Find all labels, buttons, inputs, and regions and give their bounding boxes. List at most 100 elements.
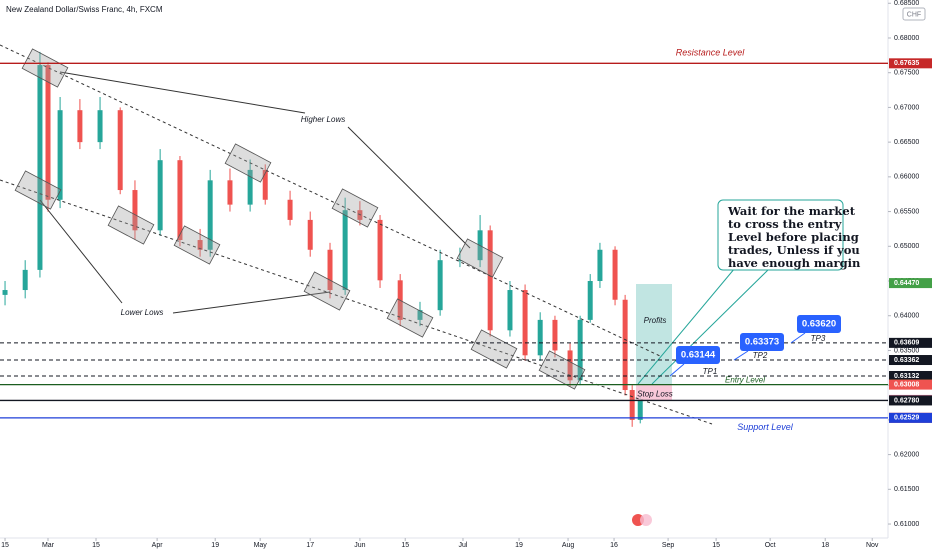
target-pointer: [790, 332, 806, 344]
note-box: [717, 199, 844, 271]
price-label-bg: [889, 370, 932, 381]
x-tick-label: Jul: [458, 542, 467, 549]
candle-body: [157, 160, 163, 231]
price-label: 0.63362: [894, 357, 919, 364]
note-line: have enough margin: [728, 256, 861, 270]
pattern-box: [224, 143, 272, 183]
pattern-box: [303, 271, 351, 311]
price-label: 0.63132: [894, 373, 919, 380]
x-tick-label: May: [254, 542, 268, 549]
candle-body: [377, 219, 383, 281]
icon[interactable]: [640, 514, 652, 526]
x-tick-label: 15: [1, 542, 9, 549]
pointer-line: [39, 199, 123, 304]
pointer-line: [637, 267, 736, 385]
stop-zone: [636, 385, 672, 401]
candle-body: [22, 269, 28, 291]
x-tick-label: Aug: [562, 542, 575, 549]
x-tick-label: Apr: [152, 542, 164, 549]
pattern-box: [21, 48, 69, 88]
note-line: to cross the entry: [728, 217, 842, 231]
candle-body: [417, 310, 423, 320]
target-box: [676, 346, 720, 364]
target-pointer: [733, 350, 749, 361]
level-label: TP1: [703, 367, 718, 376]
candle-body: [262, 169, 268, 200]
price-label: 0.67635: [894, 60, 919, 67]
candle-body: [577, 319, 583, 381]
candle-body: [132, 190, 138, 231]
y-tick-label: 0.67000: [894, 104, 919, 111]
candle-body: [97, 110, 103, 143]
currency: CHF: [907, 11, 921, 18]
candle-body: [327, 249, 333, 291]
candle-body: [247, 169, 253, 205]
price-label-bg: [889, 412, 932, 423]
pattern-box: [14, 170, 62, 210]
target-label: 0.63620: [802, 319, 836, 330]
y-tick-label: 0.67500: [894, 70, 919, 77]
pointer-line: [651, 267, 771, 385]
price-label: 0.62529: [894, 415, 919, 422]
y-tick-label: 0.65000: [894, 243, 919, 250]
candle-body: [507, 290, 513, 331]
level-label: Stop Loss: [637, 390, 673, 399]
drawings: [0, 44, 844, 425]
candle-body: [629, 390, 635, 420]
candle-body: [342, 210, 348, 291]
candle-body: [487, 230, 493, 331]
target-label: 0.63144: [681, 350, 716, 361]
candle-body: [287, 199, 293, 220]
price-label: 0.63609: [894, 340, 919, 347]
pattern-box: [331, 188, 379, 228]
level-label: Entry Level: [725, 376, 765, 385]
pointer-line: [172, 291, 331, 314]
y-tick-label: 0.66000: [894, 174, 919, 181]
x-tick-label: 15: [92, 542, 100, 549]
profit-zone: [636, 284, 672, 385]
candle-body: [522, 290, 528, 356]
price-label-bg: [889, 395, 932, 406]
price-label: 0.62780: [894, 397, 919, 404]
y-tick-label: 0.61000: [894, 521, 919, 528]
pattern-boxes: [14, 48, 586, 390]
candle-body: [207, 180, 213, 250]
pointer-line: [59, 71, 306, 114]
candle-body: [57, 110, 63, 200]
x-tick-label: 17: [306, 542, 314, 549]
candle-body: [37, 65, 43, 270]
candle-body: [537, 319, 543, 356]
candle-body: [597, 249, 603, 282]
candle-body: [117, 110, 123, 191]
candle-body: [622, 299, 628, 391]
x-tick-label: Sep: [662, 542, 675, 549]
note: Wait for the market to cross the entry L…: [727, 204, 861, 270]
price-label-bg: [889, 58, 932, 69]
note-line: trades, Unless if you: [728, 243, 860, 257]
level-label: TP3: [811, 334, 826, 343]
chart-title: New Zealand Dollar/Swiss Franc, 4h, FXCM: [6, 5, 163, 14]
candle-body: [552, 319, 558, 351]
annotation: Profits: [644, 316, 667, 325]
price-label-bg: [889, 337, 932, 348]
x-tick-label: Mar: [42, 542, 55, 549]
y-tick-label: 0.64000: [894, 313, 919, 320]
x-tick-label: 19: [515, 542, 523, 549]
x-tick-label: 15: [712, 542, 720, 549]
candle-body: [45, 65, 51, 200]
trend-line: [0, 44, 661, 357]
y-tick-label: 0.68500: [894, 0, 919, 7]
candle-body: [587, 281, 593, 320]
y-tick-label: 0.63500: [894, 347, 919, 354]
level-label: Resistance Level: [676, 48, 746, 58]
x-tick-label: Oct: [765, 542, 776, 549]
target-box: [797, 315, 841, 333]
candle-body: [612, 249, 618, 300]
y-tick-label: 0.66500: [894, 139, 919, 146]
note-line: Level before placing: [728, 230, 859, 244]
x-tick-label: 16: [610, 542, 618, 549]
target-label: 0.63373: [745, 337, 779, 348]
candle-body: [197, 240, 203, 250]
